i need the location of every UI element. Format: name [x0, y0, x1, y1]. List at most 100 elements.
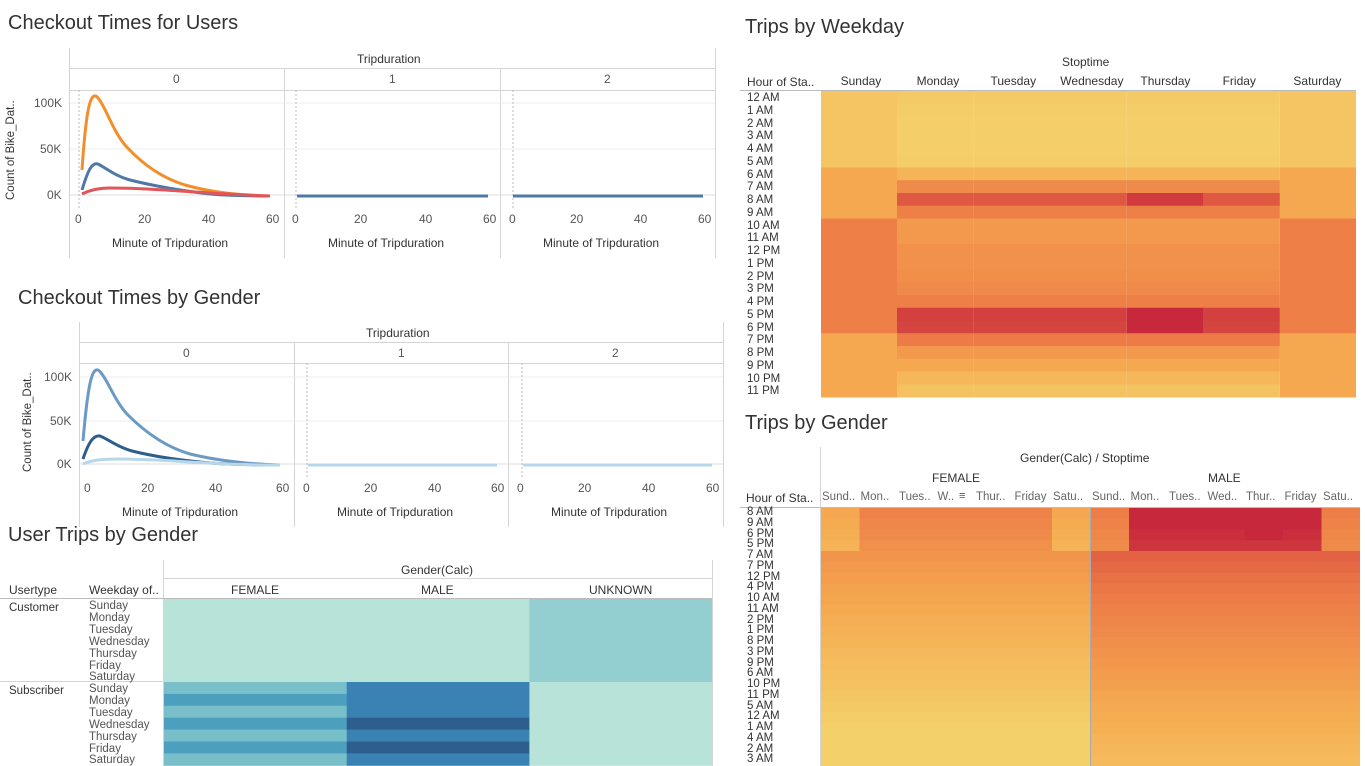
heat-cell [1127, 116, 1204, 130]
x-tick: 40 [642, 481, 656, 495]
heat-cell [1321, 594, 1360, 606]
series-line-light-blue [82, 457, 281, 467]
heat-cell [821, 723, 860, 735]
heat-cell [1206, 755, 1245, 766]
heat-cell [529, 705, 712, 719]
heat-cell [1050, 91, 1127, 105]
heat-cell [974, 129, 1051, 143]
heat-cell [1052, 669, 1091, 681]
heat-cell [346, 670, 530, 683]
day-header: Mon.. [1130, 491, 1160, 503]
heat-cell [1052, 690, 1091, 702]
heat-cell [1321, 615, 1360, 627]
heat-cell [821, 701, 860, 713]
day-header: W.. [937, 491, 955, 503]
col-header-male: MALE [421, 583, 454, 597]
heat-cell [821, 256, 898, 270]
heat-cell [346, 717, 530, 731]
heat-cell [1206, 626, 1245, 638]
hour-label: 1 AM [747, 104, 774, 117]
heat-cell [1129, 626, 1168, 638]
heat-cell [974, 358, 1051, 372]
heat-cell [821, 615, 860, 627]
heat-cell [1013, 604, 1053, 616]
heat-cell [1283, 615, 1322, 627]
hour-of-start-header: Hour of Sta.. [746, 491, 814, 505]
heat-cell [1129, 701, 1168, 713]
heat-cell [897, 371, 974, 385]
heat-cell [164, 705, 348, 719]
heat-cell [1280, 333, 1356, 347]
heat-cell [1052, 626, 1091, 638]
heat-cell [821, 508, 860, 520]
x-tick: 0 [292, 212, 299, 226]
heat-cell [529, 610, 712, 624]
heat-cell [1203, 358, 1280, 372]
heat-cell [897, 269, 974, 283]
heat-cell [1090, 540, 1130, 552]
heat-cell [859, 712, 899, 724]
heat-cell [897, 282, 974, 296]
weekday-label: Tuesday [89, 706, 133, 719]
heat-cell [1203, 167, 1280, 181]
heat-cell [1283, 744, 1322, 756]
heat-cell [1090, 561, 1130, 573]
heat-cell [1129, 712, 1168, 724]
heat-cell [1280, 256, 1356, 270]
heat-cell [1050, 346, 1127, 360]
heat-cell [897, 256, 974, 270]
heat-cell [821, 371, 898, 385]
heat-cell [1127, 371, 1204, 385]
heat-cell [1321, 572, 1360, 584]
x-axis-label: Minute of Tripduration [328, 236, 445, 250]
heat-cell [1129, 680, 1168, 692]
heat-cell [898, 669, 937, 681]
heat-cell [974, 269, 1051, 283]
heat-cell [859, 744, 899, 756]
heat-cell [859, 615, 899, 627]
heat-cell [897, 295, 974, 309]
heat-cell [1203, 193, 1280, 207]
heat-cell [1052, 680, 1091, 692]
heat-cell [1050, 180, 1127, 194]
heat-cell [898, 637, 937, 649]
heat-cell [1283, 701, 1322, 713]
sort-icon[interactable]: ≡ [959, 490, 966, 502]
heat-cell [936, 658, 976, 670]
heat-cell [897, 167, 974, 181]
heat-cell [1052, 712, 1091, 724]
heat-cell [1203, 244, 1280, 258]
heat-cell [346, 622, 530, 636]
heat-cell [936, 583, 976, 595]
x-axis-label: Minute of Tripduration [337, 505, 454, 519]
weekday-label: Sunday [89, 683, 129, 695]
heat-cell [1167, 637, 1207, 649]
weekday-label: Monday [89, 694, 130, 707]
x-tick: 60 [706, 481, 720, 495]
heat-cell [974, 333, 1051, 347]
heat-cell [1127, 205, 1204, 219]
heat-cell [859, 723, 899, 735]
heat-cell [1090, 583, 1130, 595]
heat-cell [859, 518, 899, 530]
heat-cell [1167, 572, 1207, 584]
heat-cell [1244, 680, 1284, 692]
heat-cell [1090, 701, 1130, 713]
heat-cell [1321, 701, 1360, 713]
heat-cell [1244, 637, 1284, 649]
heat-cell [1206, 733, 1245, 745]
heat-cell [1167, 540, 1207, 552]
heat-cell [1244, 733, 1284, 745]
heat-cell [859, 626, 899, 638]
heat-cell [821, 244, 898, 258]
heat-cell [1013, 637, 1053, 649]
heat-cell [1013, 508, 1053, 520]
y-tick: 100K [34, 96, 63, 110]
heat-cell [1050, 205, 1127, 219]
heat-cell [821, 518, 860, 530]
day-header: Thur.. [976, 491, 1006, 503]
heat-cell [1167, 647, 1207, 659]
panel-label: 2 [604, 72, 611, 86]
heat-cell [529, 693, 712, 707]
heat-cell [1013, 755, 1053, 766]
